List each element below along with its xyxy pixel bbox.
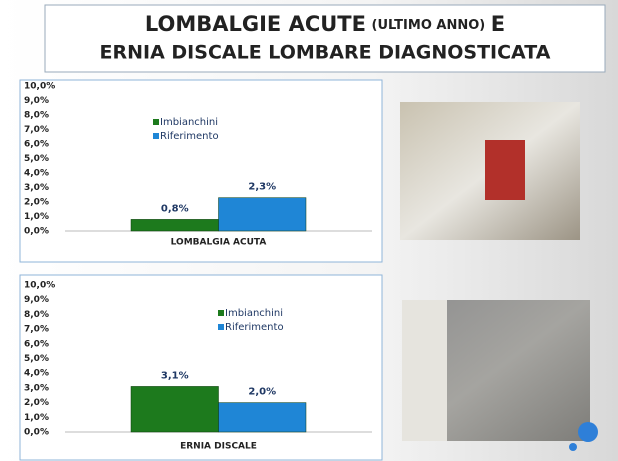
y-tick-label: 0,0% <box>24 428 49 438</box>
legend-label: Riferimento <box>225 322 284 333</box>
legend-label: Riferimento <box>160 131 219 142</box>
title-note: (ULTIMO ANNO) <box>372 18 486 33</box>
x-tick-label: ERNIA DISCALE <box>180 442 257 452</box>
data-label: 2,3% <box>248 182 276 193</box>
y-tick-label: 7,0% <box>24 325 49 335</box>
data-label: 2,0% <box>248 387 276 398</box>
legend-swatch <box>218 324 224 330</box>
data-label: 0,8% <box>161 203 189 214</box>
title-joint: E <box>491 12 505 36</box>
data-label: 3,1% <box>161 370 189 381</box>
title-line-2: ERNIA DISCALE LOMBARE DIAGNOSTICATA <box>100 42 551 64</box>
charts: 0,0% 1,0% 2,0% 3,0% 4,0% 5,0% 6,0% 7,0% 8,0% 9,0%… <box>19 79 383 461</box>
legend-label: Imbianchini <box>160 117 218 128</box>
photo-detail <box>485 140 525 200</box>
legend-swatch <box>153 133 159 139</box>
y-tick-label: 2,0% <box>24 398 49 408</box>
title-box <box>44 4 606 73</box>
decor-dot <box>569 443 577 451</box>
y-tick-label: 7,0% <box>24 125 49 135</box>
title-main: LOMBALGIE ACUTE <box>145 12 366 36</box>
y-tick-label: 1,0% <box>24 413 49 423</box>
bar <box>130 219 219 232</box>
y-tick-label: 6,0% <box>24 140 49 150</box>
title-line-1: LOMBALGIE ACUTE (ULTIMO ANNO) E <box>145 12 505 36</box>
bar <box>130 386 219 433</box>
y-tick-label: 10,0% <box>24 281 55 291</box>
y-tick-label: 5,0% <box>24 354 49 364</box>
y-tick-label: 8,0% <box>24 310 49 320</box>
y-tick-label: 3,0% <box>24 183 49 193</box>
y-tick-label: 9,0% <box>24 295 49 305</box>
y-tick-label: 6,0% <box>24 339 49 349</box>
y-tick-label: 4,0% <box>24 169 49 179</box>
y-tick-label: 0,0% <box>24 227 49 237</box>
decor-dot <box>578 422 598 442</box>
y-tick-label: 5,0% <box>24 154 49 164</box>
y-tick-label: 9,0% <box>24 96 49 106</box>
y-tick-label: 4,0% <box>24 369 49 379</box>
legend-swatch <box>218 310 224 316</box>
y-tick-label: 10,0% <box>24 82 55 92</box>
y-tick-label: 1,0% <box>24 212 49 222</box>
y-tick-label: 2,0% <box>24 198 49 208</box>
x-tick-label: LOMBALGIA ACUTA <box>171 238 267 248</box>
y-tick-label: 8,0% <box>24 111 49 121</box>
photo-detail <box>402 300 447 441</box>
y-tick-label: 3,0% <box>24 383 49 393</box>
chart-box <box>19 79 383 263</box>
legend-swatch <box>153 119 159 125</box>
bar <box>218 402 307 433</box>
legend-label: Imbianchini <box>225 308 283 319</box>
bar <box>218 197 307 232</box>
